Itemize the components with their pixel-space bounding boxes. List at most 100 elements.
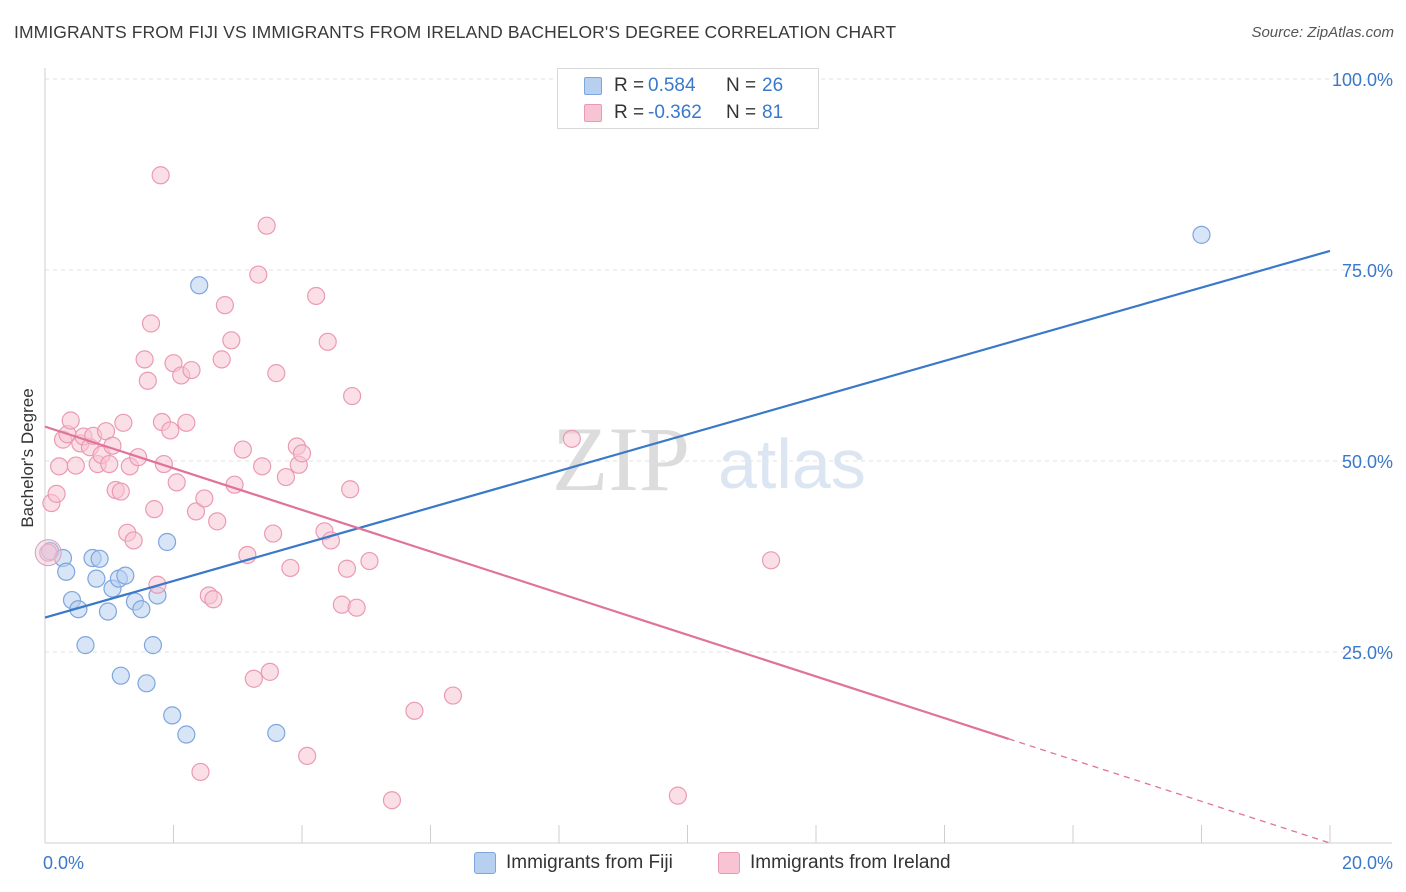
data-point [177,413,196,432]
data-point [143,636,163,655]
data-point [135,350,154,369]
data-point [668,786,687,805]
data-point [161,421,180,440]
data-point [111,666,130,685]
data-point [343,386,362,406]
data-point [190,276,209,295]
data-point [292,444,312,463]
data-point [132,600,151,619]
data-point [761,551,781,570]
data-point [267,723,286,743]
legend-row-ireland: R = -0.362 N = 81 [584,101,783,125]
y-tick-label: 25.0% [1342,643,1393,663]
data-point [157,532,177,552]
data-point [347,598,366,617]
axes [44,68,1392,844]
data-point [215,296,234,315]
legend-n-label: N = [726,102,757,123]
data-point [1192,225,1211,244]
data-point [76,636,95,655]
data-point [204,590,223,609]
trend-line-ireland-extrapolated [1008,738,1331,844]
legend-r-value: 0.584 [648,75,696,96]
legend-n-value: 81 [762,102,784,123]
data-point [208,512,227,531]
data-point [182,360,201,380]
watermark: ZIP atlas [552,408,866,510]
x-tick-label: 20.0% [1342,853,1393,873]
legend-n-label: N = [726,75,757,96]
y-tick-label: 75.0% [1342,261,1393,281]
grid-lines [45,78,1392,653]
y-tick-label: 50.0% [1342,452,1393,472]
legend-swatch-ireland [584,104,602,122]
data-point [253,457,272,476]
data-point [98,602,118,621]
legend-n-value: 26 [762,75,784,96]
data-point [61,411,80,430]
legend-label-fiji: Immigrants from Fiji [506,852,673,873]
trend-line-fiji [44,249,1331,619]
data-point [267,364,286,383]
data-point [87,569,106,588]
data-point [186,502,206,521]
data-point [141,314,161,333]
legend-swatch-fiji [474,852,496,874]
data-point [260,662,279,681]
data-point [405,701,424,720]
data-point [90,549,109,568]
series-legend: Immigrants from Fiji Immigrants from Ire… [0,852,1406,876]
data-point [298,746,317,766]
data-point [191,762,210,782]
data-point [249,265,268,284]
data-point [212,350,231,369]
watermark-zip: ZIP [552,408,690,510]
data-point [332,595,351,614]
data-point [39,543,58,562]
watermark-atlas: atlas [718,425,866,503]
legend-r-value: -0.362 [648,102,702,123]
data-point [233,440,252,459]
data-point [443,686,463,705]
data-point-cluster [34,539,62,567]
data-point [47,484,66,503]
trend-line-ireland [44,425,1010,740]
chart-title: IMMIGRANTS FROM FIJI VS IMMIGRANTS FROM … [14,22,897,42]
data-point [195,489,214,508]
data-point [244,669,263,688]
data-point [281,558,300,578]
data-point [151,166,170,185]
y-tick-label: 100.0% [1332,70,1393,90]
data-point [138,371,157,390]
x-tick-label: 0.0% [43,853,84,873]
data-point [177,725,196,744]
data-point [222,331,241,350]
data-point [50,457,69,476]
data-point [114,413,133,432]
data-point [116,566,135,585]
legend-swatch-ireland [718,852,740,874]
data-point [145,500,164,519]
data-point [57,562,76,581]
trend-lines [44,249,1331,844]
legend-item-ireland[interactable]: Immigrants from Ireland [718,852,951,874]
data-point [263,524,283,543]
legend-r-label: R = [614,75,645,96]
data-point [66,456,85,475]
legend-row-fiji: R = 0.584 N = 26 [584,74,783,98]
data-point [360,551,379,571]
data-point [100,454,119,474]
data-point [307,286,326,306]
data-point [111,482,130,501]
data-point [562,429,581,448]
data-point [257,216,276,235]
correlation-legend: R = 0.584 N = 26 R = -0.362 N = 81 [557,68,819,129]
legend-r-label: R = [614,102,645,123]
legend-label-ireland: Immigrants from Ireland [750,852,951,873]
legend-item-fiji[interactable]: Immigrants from Fiji [474,852,673,874]
chart-source: Source: ZipAtlas.com [1251,24,1394,41]
legend-swatch-fiji [584,77,602,95]
data-point [167,473,186,492]
data-point [163,706,182,725]
